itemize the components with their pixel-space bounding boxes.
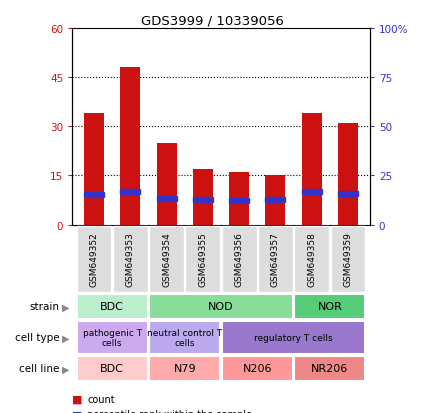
Text: cell type: cell type bbox=[15, 332, 60, 343]
Bar bbox=[294, 294, 366, 319]
Bar bbox=[149, 294, 293, 319]
Text: GSM649358: GSM649358 bbox=[307, 232, 316, 287]
Bar bbox=[156, 143, 176, 225]
Bar bbox=[76, 226, 111, 292]
Bar bbox=[149, 356, 220, 381]
Text: GSM649352: GSM649352 bbox=[90, 232, 99, 287]
Text: GSM649354: GSM649354 bbox=[162, 232, 171, 287]
Text: GSM649355: GSM649355 bbox=[198, 232, 207, 287]
Text: BDC: BDC bbox=[100, 301, 124, 312]
Text: GSM649359: GSM649359 bbox=[343, 232, 352, 287]
Bar bbox=[76, 321, 148, 354]
Bar bbox=[84, 114, 104, 225]
Bar bbox=[266, 197, 286, 202]
Bar bbox=[294, 226, 329, 292]
Bar bbox=[229, 198, 249, 203]
Bar bbox=[266, 176, 286, 225]
Text: ▶: ▶ bbox=[62, 332, 69, 343]
Text: GSM649356: GSM649356 bbox=[235, 232, 244, 287]
Text: N206: N206 bbox=[243, 363, 272, 374]
Bar bbox=[84, 192, 104, 197]
Bar bbox=[185, 226, 220, 292]
Bar bbox=[222, 226, 257, 292]
Text: strain: strain bbox=[29, 301, 60, 312]
Text: BDC: BDC bbox=[100, 363, 124, 374]
Bar bbox=[149, 321, 220, 354]
Text: cell line: cell line bbox=[19, 363, 60, 374]
Text: ■: ■ bbox=[72, 409, 83, 413]
Bar bbox=[229, 173, 249, 225]
Bar bbox=[193, 197, 213, 202]
Text: regulatory T cells: regulatory T cells bbox=[254, 333, 333, 342]
Text: ■: ■ bbox=[72, 394, 83, 404]
Bar bbox=[294, 356, 366, 381]
Bar bbox=[156, 196, 176, 201]
Text: neutral control T
cells: neutral control T cells bbox=[147, 328, 222, 347]
Text: NOR: NOR bbox=[317, 301, 342, 312]
Bar bbox=[120, 189, 140, 194]
Bar bbox=[338, 191, 358, 196]
Bar bbox=[222, 321, 366, 354]
Bar bbox=[120, 68, 140, 225]
Bar bbox=[331, 226, 366, 292]
Bar bbox=[258, 226, 293, 292]
Text: NOD: NOD bbox=[208, 301, 234, 312]
Bar bbox=[338, 124, 358, 225]
Bar bbox=[76, 294, 148, 319]
Bar bbox=[222, 356, 293, 381]
Bar bbox=[302, 189, 322, 194]
Bar bbox=[193, 169, 213, 225]
Bar bbox=[76, 356, 148, 381]
Text: GDS3999 / 10339056: GDS3999 / 10339056 bbox=[141, 14, 284, 27]
Text: ▶: ▶ bbox=[62, 301, 69, 312]
Text: percentile rank within the sample: percentile rank within the sample bbox=[87, 409, 252, 413]
Text: GSM649357: GSM649357 bbox=[271, 232, 280, 287]
Text: count: count bbox=[87, 394, 115, 404]
Text: N79: N79 bbox=[173, 363, 196, 374]
Text: NR206: NR206 bbox=[311, 363, 348, 374]
Bar bbox=[113, 226, 148, 292]
Bar bbox=[149, 226, 184, 292]
Text: ▶: ▶ bbox=[62, 363, 69, 374]
Text: GSM649353: GSM649353 bbox=[126, 232, 135, 287]
Text: pathogenic T
cells: pathogenic T cells bbox=[82, 328, 142, 347]
Bar bbox=[302, 114, 322, 225]
